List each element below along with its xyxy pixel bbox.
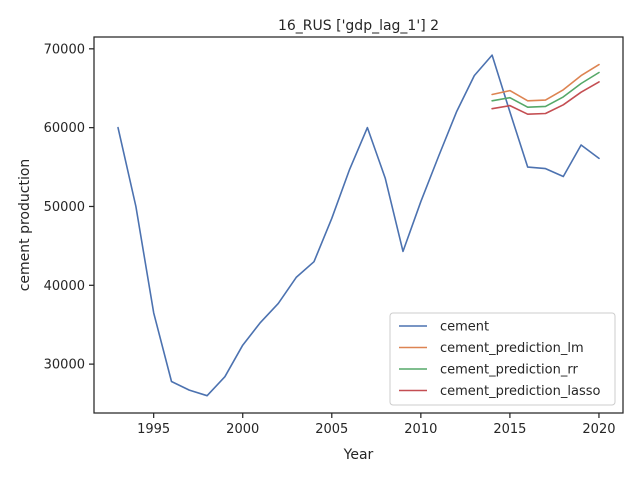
y-axis-label: cement production [17,159,33,292]
y-tick-label: 40000 [44,279,85,294]
y-tick-label: 30000 [44,358,85,373]
legend-label: cement_prediction_lasso [440,384,600,399]
legend-box [389,312,616,406]
plot-frame [93,36,624,414]
y-tick-label: 70000 [44,42,85,57]
legend-label: cement_prediction_rr [440,363,578,378]
legend-label: cement [440,320,489,335]
series-line-cement [117,54,600,397]
x-tick-label: 2000 [226,422,259,437]
x-tick-label: 1995 [137,422,170,437]
y-tick-label: 60000 [44,121,85,136]
x-tick-label: 2005 [315,422,348,437]
x-axis-label: Year [343,447,374,463]
plot-area [93,36,624,414]
series-line-cement-prediction-rr [491,71,600,108]
x-tick-label: 2020 [582,422,615,437]
x-tick-label: 2010 [404,422,437,437]
series-lines [117,54,600,397]
legend-label: cement_prediction_lm [440,341,584,356]
x-axis: 1995 2000 2005 2010 2015 2020 [137,413,616,437]
series-line-cement-prediction-lasso [491,81,600,115]
x-tick-label: 2015 [493,422,526,437]
series-line-cement-prediction-lm [491,63,600,102]
chart-title: 16_RUS ['gdp_lag_1'] 2 [278,18,439,34]
y-tick-label: 50000 [44,200,85,215]
legend: cement cement_prediction_lm cement_predict… [389,312,616,406]
y-axis: 30000 40000 50000 60000 70000 [44,42,94,373]
